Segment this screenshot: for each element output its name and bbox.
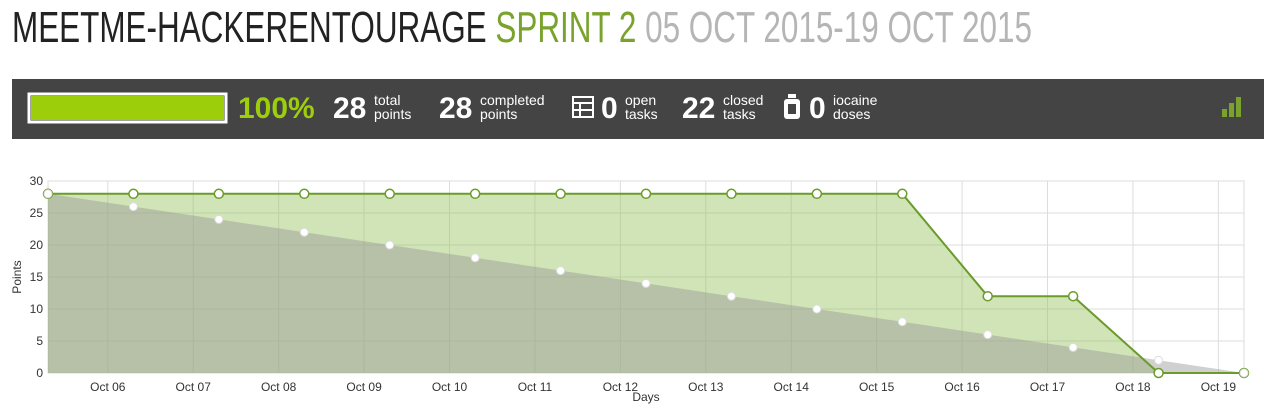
real-point — [726, 188, 737, 200]
stat-label: open — [625, 92, 656, 108]
y-tick-label: 15 — [30, 270, 44, 284]
sprint-name: SPRINT 2 — [495, 3, 636, 52]
x-tick-label: Oct 16 — [944, 380, 980, 394]
real-point — [469, 188, 481, 200]
real-point — [1153, 367, 1164, 379]
x-tick-label: Oct 06 — [90, 380, 126, 394]
ideal-point — [43, 189, 53, 199]
project-name: MEETME-HACKERENTOURAGE — [12, 3, 487, 52]
ideal-point — [128, 202, 138, 212]
burndown-chart: 0 5 10 15 20 25 30 Oct 06 Oct 07 Oct 08 Oct 09 Oct … — [10, 174, 1250, 404]
x-tick-label: Oct 08 — [261, 380, 297, 394]
stat-label: iocaine — [833, 92, 878, 108]
ideal-point — [1154, 355, 1164, 365]
x-tick-label: Oct 14 — [774, 380, 810, 394]
x-tick-label: Oct 18 — [1115, 380, 1151, 394]
x-tick-label: Oct 12 — [603, 380, 639, 394]
sprint-title: MEETME-HACKERENTOURAGE SPRINT 2 05 OCT 2… — [12, 3, 1032, 52]
stat-value: 0 — [601, 92, 618, 125]
stat-label: points — [374, 106, 411, 122]
ideal-point — [726, 291, 736, 301]
real-point — [811, 188, 823, 200]
x-tick-label: Oct 13 — [688, 380, 724, 394]
y-tick-label: 25 — [30, 206, 44, 220]
ideal-point — [214, 214, 224, 224]
real-point — [1067, 290, 1079, 302]
y-tick-label: 30 — [30, 174, 44, 188]
y-axis-label: Points — [10, 260, 24, 293]
stat-value: 0 — [809, 92, 826, 125]
x-axis-label: Days — [632, 390, 659, 404]
stat-label: total — [374, 92, 400, 108]
ideal-point — [641, 278, 651, 288]
real-point — [128, 188, 139, 200]
y-tick-label: 5 — [36, 334, 43, 348]
y-tick-label: 10 — [30, 302, 44, 316]
x-tick-label: Oct 10 — [432, 380, 468, 394]
ideal-point — [470, 253, 480, 263]
burndown-toggle[interactable] — [1222, 97, 1241, 117]
x-tick-label: Oct 15 — [859, 380, 895, 394]
iocaine-icon — [784, 94, 800, 119]
stat-label: closed — [723, 92, 763, 108]
real-point — [384, 188, 395, 200]
ideal-point — [983, 330, 993, 340]
real-point — [555, 188, 566, 200]
ideal-point — [299, 227, 309, 237]
ideal-point — [1068, 342, 1078, 352]
real-point — [299, 188, 310, 200]
stat-label: points — [480, 106, 517, 122]
ideal-point — [556, 266, 566, 276]
stat-label: tasks — [723, 106, 756, 122]
ideal-point — [1239, 368, 1249, 378]
stat-value: 28 — [333, 92, 366, 125]
x-tick-label: Oct 11 — [518, 380, 553, 394]
stat-label: tasks — [625, 106, 658, 122]
open-tasks-icon — [572, 96, 594, 118]
ideal-point — [812, 304, 822, 314]
x-tick-label: Oct 17 — [1030, 380, 1066, 394]
progress-fill — [31, 96, 224, 120]
y-tick-label: 20 — [30, 238, 44, 252]
sprint-dates: 05 OCT 2015-19 OCT 2015 — [645, 3, 1032, 52]
ideal-point — [897, 317, 907, 327]
ideal-point — [385, 240, 395, 250]
x-tick-label: Oct 07 — [176, 380, 212, 394]
real-point — [897, 188, 908, 200]
y-tick-label: 0 — [36, 366, 43, 380]
stat-label: doses — [833, 106, 870, 122]
real-point — [213, 188, 225, 200]
stat-label: completed — [480, 92, 545, 108]
progress-label: 100% — [238, 92, 315, 125]
real-point — [982, 290, 993, 302]
stat-value: 28 — [439, 92, 472, 125]
stat-value: 22 — [682, 92, 715, 125]
x-tick-label: Oct 09 — [346, 380, 382, 394]
real-point — [640, 188, 652, 200]
x-tick-label: Oct 19 — [1201, 380, 1237, 394]
progress-frame — [27, 92, 228, 124]
